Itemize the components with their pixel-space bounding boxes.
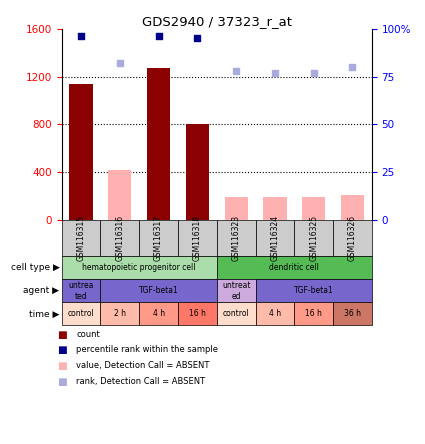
Bar — [69, 84, 93, 220]
Text: GSM116324: GSM116324 — [270, 215, 279, 261]
Text: count: count — [76, 330, 100, 339]
Text: dendritic cell: dendritic cell — [269, 263, 319, 272]
Bar — [186, 124, 209, 220]
Point — [272, 69, 278, 76]
Point — [116, 59, 123, 67]
Text: control: control — [223, 309, 249, 318]
Text: untrea
ted: untrea ted — [68, 281, 94, 301]
Text: percentile rank within the sample: percentile rank within the sample — [76, 345, 218, 354]
Text: ■: ■ — [57, 345, 67, 356]
Text: TGF-beta1: TGF-beta1 — [139, 286, 178, 295]
Point — [310, 69, 317, 76]
Text: rank, Detection Call = ABSENT: rank, Detection Call = ABSENT — [76, 377, 206, 385]
Text: GSM116318: GSM116318 — [193, 215, 202, 261]
Point — [349, 63, 356, 71]
Point — [78, 33, 85, 40]
Bar — [224, 197, 248, 220]
Bar — [341, 195, 364, 220]
Text: 2 h: 2 h — [114, 309, 126, 318]
Text: value, Detection Call = ABSENT: value, Detection Call = ABSENT — [76, 361, 210, 370]
Text: ■: ■ — [57, 361, 67, 371]
Text: GSM116316: GSM116316 — [115, 215, 124, 261]
Text: GSM116315: GSM116315 — [76, 215, 85, 261]
Text: hematopoietic progenitor cell: hematopoietic progenitor cell — [82, 263, 196, 272]
Title: GDS2940 / 37323_r_at: GDS2940 / 37323_r_at — [142, 15, 292, 28]
Text: GSM116323: GSM116323 — [232, 215, 241, 261]
Text: ■: ■ — [57, 330, 67, 340]
Text: GSM116325: GSM116325 — [309, 215, 318, 261]
Point — [194, 35, 201, 42]
Text: TGF-beta1: TGF-beta1 — [294, 286, 334, 295]
Text: control: control — [68, 309, 94, 318]
Text: 4 h: 4 h — [269, 309, 281, 318]
Text: GSM116326: GSM116326 — [348, 215, 357, 261]
Bar — [302, 197, 325, 220]
Bar — [108, 170, 131, 220]
Text: untreat
ed: untreat ed — [222, 281, 250, 301]
Text: 4 h: 4 h — [153, 309, 164, 318]
Bar — [263, 197, 286, 220]
Bar — [147, 68, 170, 220]
Text: 36 h: 36 h — [344, 309, 361, 318]
Point — [155, 33, 162, 40]
Text: ■: ■ — [57, 377, 67, 387]
Text: agent ▶: agent ▶ — [23, 286, 60, 295]
Text: cell type ▶: cell type ▶ — [11, 263, 60, 272]
Text: GSM116317: GSM116317 — [154, 215, 163, 261]
Text: 16 h: 16 h — [189, 309, 206, 318]
Point — [233, 67, 240, 75]
Text: 16 h: 16 h — [305, 309, 322, 318]
Text: time ▶: time ▶ — [29, 309, 60, 318]
